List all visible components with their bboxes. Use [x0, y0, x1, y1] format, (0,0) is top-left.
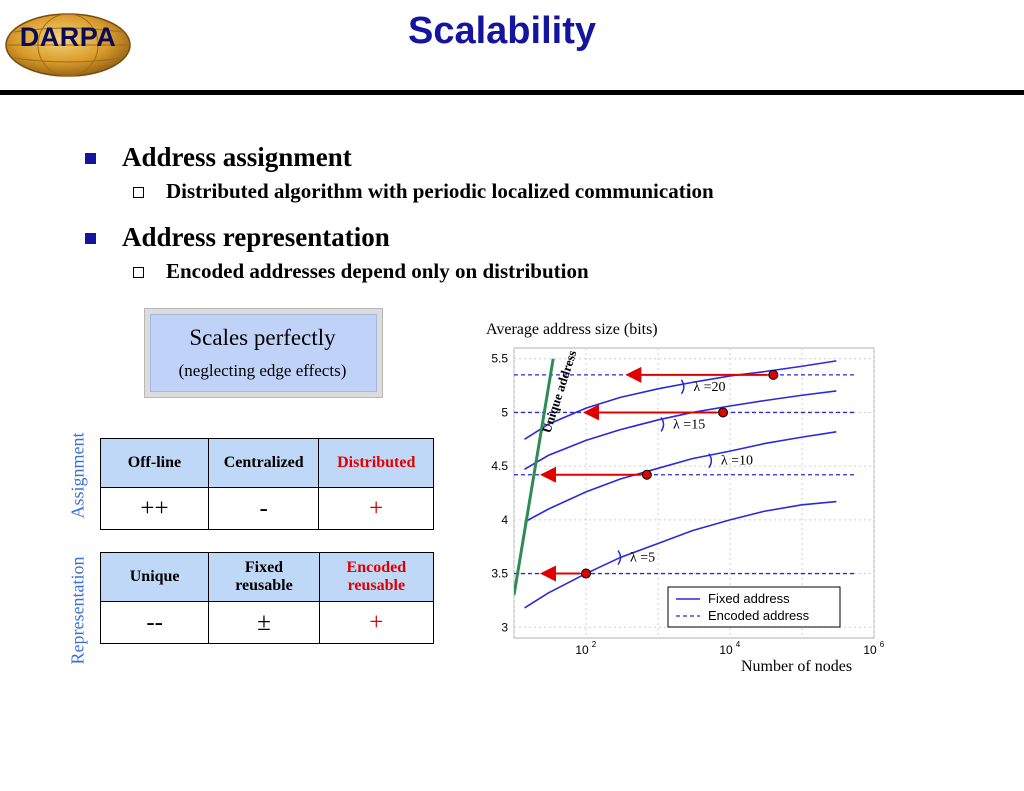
- table-header-centralized: Centralized: [207, 438, 320, 488]
- lambda-label: λ =20: [693, 380, 725, 395]
- x-tick-exponent: 2: [592, 640, 597, 649]
- slide-title: Scalability: [408, 10, 596, 52]
- address-size-chart: 33.544.555.510 2 10 4 10 6 λ =5λ =10λ =15λ =2…: [491, 347, 885, 657]
- bullet-address-representation: Address representation: [122, 222, 390, 252]
- callout-edge-effects: (neglecting edge effects): [178, 361, 347, 380]
- table-cell-distributed-rating: +: [318, 487, 434, 530]
- y-tick-label: 3: [501, 620, 508, 634]
- y-tick-label: 4.5: [491, 459, 508, 473]
- table-cell-centralized-rating: -: [207, 487, 320, 530]
- table-cell-unique-rating: --: [99, 601, 210, 644]
- brace-icon: [617, 550, 622, 565]
- assignment-table: Off-line Centralized Distributed ++ - +: [100, 438, 434, 530]
- chart-legend: [667, 586, 841, 628]
- red-marker: [581, 568, 591, 579]
- red-marker: [641, 469, 652, 480]
- x-tick-label: 10: [719, 643, 733, 657]
- sub-bullet-distributed-algorithm: Distributed algorithm with periodic loca…: [166, 179, 714, 203]
- table-header-encoded-reusable: Encoded reusable: [318, 552, 435, 602]
- chart-title: Average address size (bits): [486, 321, 658, 338]
- red-marker: [768, 369, 779, 380]
- header-rule: [0, 90, 1024, 95]
- table-cell-offline-rating: ++: [100, 487, 209, 530]
- darpa-logo: [5, 13, 131, 77]
- x-tick-exponent: 4: [736, 640, 741, 649]
- fixed-address-line: [524, 500, 837, 609]
- callout-box: [150, 314, 377, 392]
- table-header-distributed: Distributed: [318, 438, 434, 488]
- brace-icon: [660, 417, 665, 432]
- x-tick-label: 10: [863, 643, 877, 657]
- fixed-address-line: [524, 430, 837, 523]
- representation-table: Unique Fixed reusable Encoded reusable -…: [99, 552, 435, 644]
- lambda-label: λ =15: [673, 417, 705, 432]
- table-header-fixed-reusable: Fixed reusable: [208, 552, 320, 602]
- unique-address-line: [514, 358, 555, 596]
- y-tick-label: 5.5: [491, 352, 508, 366]
- table-header-unique: Unique: [99, 552, 210, 602]
- red-marker: [718, 407, 729, 418]
- legend-encoded-label: Encoded address: [708, 608, 810, 623]
- fixed-address-line: [524, 360, 837, 440]
- brace-icon: [680, 379, 685, 395]
- lambda-label: λ =5: [630, 551, 655, 566]
- sub-bullet-square-icon: [133, 267, 144, 278]
- chart-x-label: Number of nodes: [741, 658, 853, 675]
- x-tick-label: 10: [575, 643, 589, 657]
- sub-bullet-square-icon: [133, 187, 144, 198]
- y-tick-label: 3.5: [491, 567, 508, 581]
- y-tick-label: 4: [501, 513, 508, 527]
- bullet-address-assignment: Address assignment: [122, 142, 352, 172]
- fixed-address-line: [524, 390, 837, 471]
- side-label-assignment: Assignment: [67, 432, 88, 519]
- x-tick-exponent: 6: [880, 640, 885, 649]
- callout-scales-perfectly: Scales perfectly: [189, 325, 336, 350]
- darpa-logo-text: DARPA: [19, 22, 117, 52]
- legend-fixed-label: Fixed address: [708, 591, 790, 606]
- sub-bullet-encoded-addresses: Encoded addresses depend only on distrib…: [166, 259, 589, 283]
- table-cell-encoded-reusable-rating: +: [318, 601, 435, 644]
- bullet-square-icon: [85, 153, 96, 164]
- side-label-representation: Representation: [67, 556, 88, 665]
- table-cell-fixed-reusable-rating: ±: [208, 601, 320, 644]
- lambda-label: λ =10: [721, 454, 753, 469]
- bullet-square-icon: [85, 233, 96, 244]
- brace-icon: [708, 453, 713, 469]
- table-header-offline: Off-line: [100, 438, 209, 488]
- y-tick-label: 5: [501, 405, 508, 419]
